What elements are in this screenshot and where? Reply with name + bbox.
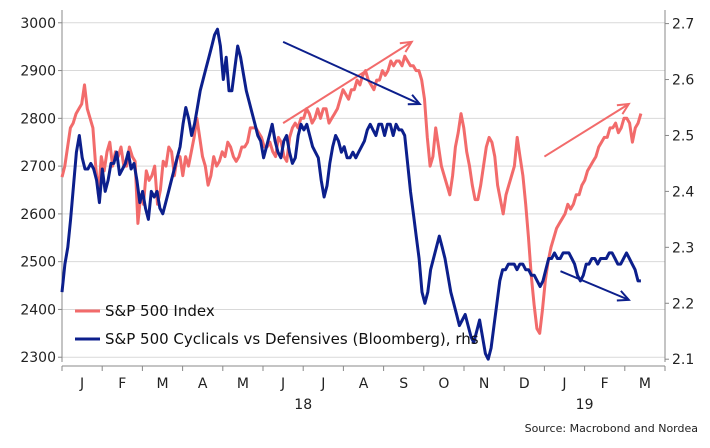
x-month-label: O — [438, 376, 449, 392]
y-left-tick-label: 2400 — [20, 302, 56, 318]
trend-arrow-head — [399, 40, 414, 53]
series-cyclicals-line — [60, 27, 641, 361]
y-right-tick-label: 2.3 — [672, 240, 694, 256]
x-month-label: A — [198, 376, 208, 392]
trend-arrow-line — [282, 41, 413, 124]
x-month-label: S — [399, 376, 408, 392]
x-axis: J F M A M J J A S O N D J F M 18 19 — [61, 365, 666, 413]
x-month-label: D — [519, 376, 530, 392]
y-left-tick-label: 2700 — [20, 159, 56, 175]
y-right-tick-label: 2.2 — [672, 296, 694, 312]
y-left-tick-label: 2300 — [20, 350, 56, 366]
x-month-label: M — [237, 376, 249, 392]
y-left-tick-label: 2500 — [20, 255, 56, 271]
x-month-label: J — [320, 376, 325, 392]
y-right-tick-label: 2.5 — [672, 128, 694, 144]
x-month-label: N — [479, 376, 489, 392]
series-sp500-line — [60, 54, 643, 335]
y-axis-left: 2300 2400 2500 2600 2700 2800 2900 3000 — [20, 16, 62, 366]
x-year-label: 19 — [576, 397, 594, 413]
trend-arrow-head — [407, 94, 422, 106]
x-month-label: J — [79, 376, 84, 392]
x-month-label: J — [561, 376, 566, 392]
trend-arrow-head — [616, 290, 631, 302]
y-right-tick-label: 2.7 — [672, 17, 694, 33]
y-right-tick-label: 2.4 — [672, 184, 694, 200]
legend: S&P 500 Index S&P 500 Cyclicals vs Defen… — [75, 302, 479, 348]
y-left-tick-label: 2900 — [20, 64, 56, 80]
legend-label-cyclicals: S&P 500 Cyclicals vs Defensives (Bloombe… — [105, 330, 479, 348]
trend-arrow-line — [560, 270, 630, 301]
trend-arrow-head — [616, 102, 631, 115]
x-month-label: M — [156, 376, 168, 392]
y-right-tick-label: 2.6 — [672, 73, 694, 89]
x-month-label: M — [639, 376, 651, 392]
x-year-label: 18 — [294, 397, 312, 413]
source-note: Source: Macrobond and Nordea — [525, 422, 698, 435]
x-month-label: J — [280, 376, 285, 392]
x-month-label: F — [118, 376, 126, 392]
y-axis-right: 2.1 2.2 2.3 2.4 2.5 2.6 2.7 — [665, 17, 694, 368]
trend-arrows — [282, 40, 631, 302]
y-left-tick-label: 2800 — [20, 111, 56, 127]
series-layer — [60, 27, 643, 361]
trend-arrow-line — [282, 40, 421, 105]
y-right-tick-label: 2.1 — [672, 352, 694, 368]
x-month-label: A — [359, 376, 369, 392]
x-month-label: F — [601, 376, 609, 392]
y-left-tick-label: 2600 — [20, 207, 56, 223]
trend-arrow-line — [543, 103, 630, 158]
legend-label-sp500: S&P 500 Index — [105, 302, 215, 320]
y-left-tick-label: 3000 — [20, 16, 56, 32]
